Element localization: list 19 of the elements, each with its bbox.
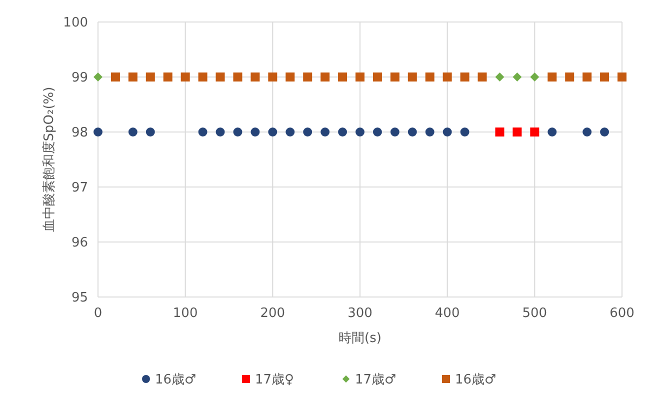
x-tick-label: 500 (522, 306, 548, 321)
x-axis-title: 時間(s) (338, 331, 382, 346)
y-tick-label: 95 (71, 290, 88, 306)
y-tick-label: 99 (71, 70, 88, 86)
legend-label: 17歳♀ (255, 372, 294, 388)
x-tick-label: 600 (610, 306, 634, 321)
x-tick-label: 200 (260, 306, 286, 321)
x-tick-label: 300 (348, 306, 372, 321)
x-tick-label: 0 (94, 306, 102, 321)
y-tick-label: 96 (71, 236, 88, 251)
legend-label: 17歳♂ (355, 372, 396, 388)
legend-label: 16歳♂ (455, 372, 496, 388)
x-tick-label: 400 (434, 306, 460, 321)
y-axis-title: 血中酸素飽和度SpO₂(%) (41, 86, 57, 232)
y-tick-label: 98 (71, 126, 88, 141)
y-tick-label: 100 (63, 16, 88, 31)
legend-label: 16歳♂ (155, 372, 196, 388)
y-tick-label: 97 (71, 180, 88, 196)
x-tick-label: 100 (172, 306, 198, 321)
